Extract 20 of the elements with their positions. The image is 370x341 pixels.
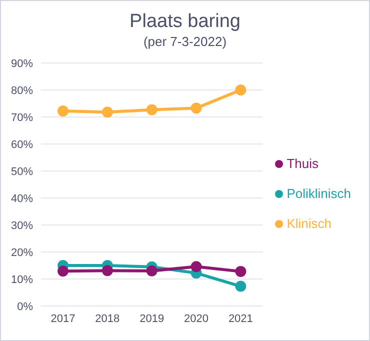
y-tick-label: 90% [10, 58, 34, 70]
y-tick-label: 40% [10, 192, 34, 205]
x-tick-label: 2021 [228, 312, 253, 325]
legend-label: Thuis [286, 156, 318, 170]
x-tick-label: 2020 [184, 312, 209, 325]
x-tick-label: 2017 [50, 312, 76, 325]
y-tick-label: 10% [10, 274, 34, 286]
y-tick-label: 70% [10, 112, 34, 124]
y-tick-label: 30% [10, 220, 34, 232]
chart-subtitle: (per 7-3-2022) [142, 33, 228, 51]
legend-label: Klinisch [286, 216, 332, 230]
y-tick-label: 80% [10, 84, 34, 97]
y-tick-label: 50% [10, 166, 34, 178]
legend-label: Poliklinisch [286, 186, 351, 200]
y-tick-label: 0% [17, 300, 34, 313]
x-tick-label: 2019 [140, 312, 164, 325]
y-tick-label: 20% [10, 246, 34, 259]
y-tick-label: 60% [10, 138, 34, 151]
chart-title: Plaats baring [128, 10, 242, 33]
x-tick-label: 2018 [95, 312, 120, 325]
